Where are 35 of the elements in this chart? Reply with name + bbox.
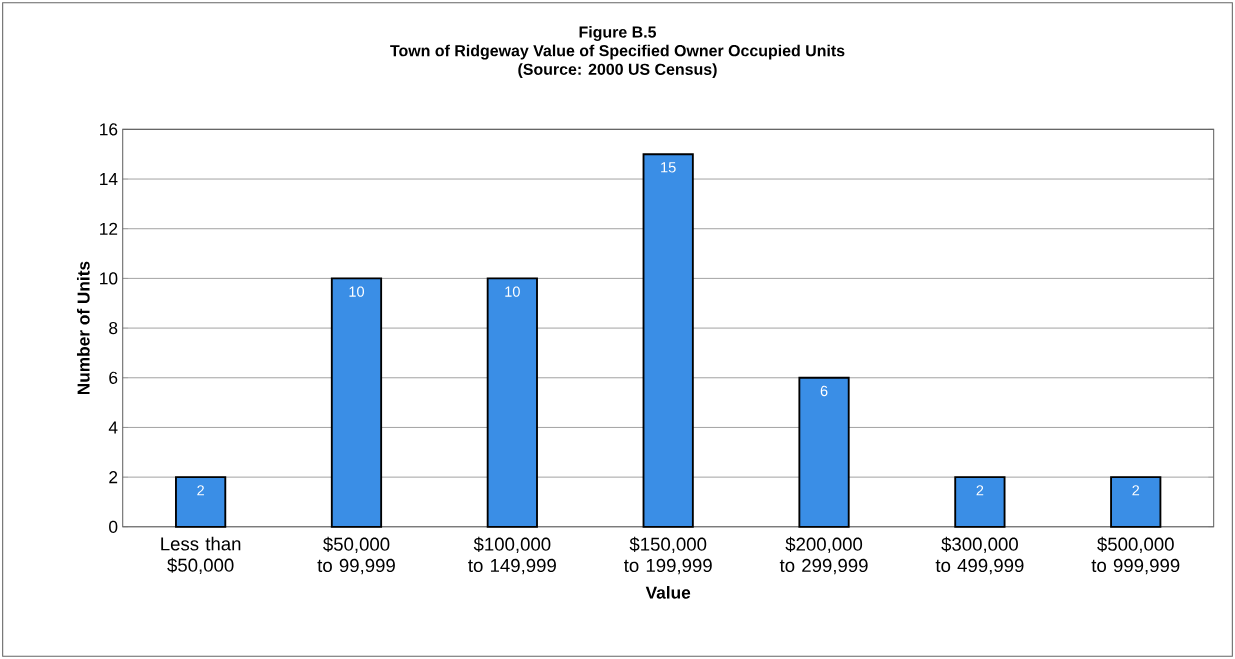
bar	[175, 476, 227, 528]
y-tick-label: 0	[109, 520, 118, 533]
data-label: 10	[349, 286, 365, 297]
y-axis-title: Number of Units	[76, 261, 90, 395]
x-tick-label: $50,000 to 99,999	[317, 536, 395, 575]
y-tick-label: 10	[100, 272, 118, 285]
y-tick-label: 14	[100, 173, 118, 186]
bar	[798, 376, 850, 528]
x-tick-label: $100,000 to 149,999	[468, 536, 556, 575]
text: (Source: 2000 US Census)	[518, 63, 717, 79]
data-label: 2	[976, 485, 984, 496]
x-tick-label: Less than $50,000	[161, 536, 241, 575]
bar	[954, 476, 1006, 528]
x-tick-label: $200,000 to 299,999	[779, 536, 868, 575]
bar	[642, 153, 694, 528]
x-tick-label: $150,000 to 199,999	[624, 536, 712, 575]
x-tick-label: $500,000 to 999,999	[1091, 536, 1180, 575]
x-axis-title: Value	[645, 586, 691, 599]
bar	[1110, 476, 1162, 528]
x-tick-label: $300,000 to 499,999	[935, 536, 1024, 575]
y-tick-label: 12	[100, 222, 118, 235]
bar	[486, 277, 538, 528]
chart-title: Figure B.5	[579, 26, 657, 42]
data-label: 2	[197, 485, 204, 496]
y-tick-label: 16	[100, 123, 118, 136]
y-tick-label: 2	[109, 471, 118, 484]
data-label: 15	[661, 162, 676, 173]
y-tick-label: 8	[109, 322, 118, 335]
data-label: 6	[820, 385, 828, 397]
y-tick-label: 4	[108, 421, 118, 434]
y-tick-label: 6	[109, 371, 118, 384]
chart-subtitle: Town of Ridgeway Value of Specified Owner Occupied Units	[390, 44, 845, 60]
bar	[330, 277, 383, 528]
data-label: 2	[1132, 485, 1140, 496]
data-label: 10	[505, 286, 520, 297]
